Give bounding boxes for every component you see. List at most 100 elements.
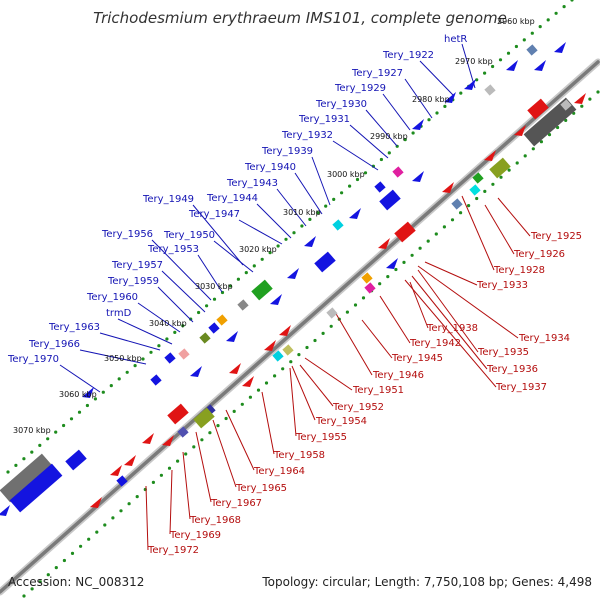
tick-dot [165, 337, 169, 341]
leader-line [157, 286, 194, 323]
gene-arrow [242, 376, 254, 387]
gene-label[interactable]: Tery_1957 [111, 260, 163, 271]
gene-label[interactable]: Tery_1928 [493, 265, 545, 276]
scale-label: 2960 kbp [497, 17, 535, 26]
gene-label[interactable]: Tery_1950 [163, 230, 215, 241]
leader-line [212, 419, 237, 488]
tick-dot [184, 452, 188, 456]
gene-box [472, 172, 484, 184]
gene-arrow [484, 150, 496, 161]
tick-dot [332, 197, 336, 201]
gene-label[interactable]: Tery_1927 [351, 68, 403, 79]
tick-dot [324, 204, 328, 208]
gene-label[interactable]: hetR [444, 34, 467, 45]
tick-dot [547, 133, 552, 137]
gene-label[interactable]: Tery_1965 [235, 483, 287, 494]
tick-dot [101, 390, 105, 394]
tick-dot [483, 189, 487, 193]
gene-label[interactable]: Tery_1935 [477, 347, 529, 358]
tick-dot [216, 424, 220, 428]
tick-dot [30, 450, 34, 454]
gene-label[interactable]: Tery_1925 [530, 231, 582, 242]
gene-block [65, 449, 87, 471]
gene-label[interactable]: Tery_1929 [334, 83, 386, 94]
gene-label[interactable]: Tery_1944 [206, 193, 258, 204]
gene-label[interactable]: Tery_1964 [253, 466, 305, 477]
tick-dot [345, 310, 349, 314]
gene-box [177, 426, 189, 438]
gene-arrow [349, 208, 361, 219]
gene-box [469, 184, 481, 196]
gene-label[interactable]: Tery_1968 [189, 515, 241, 526]
gene-label[interactable]: Tery_1953 [147, 244, 199, 255]
leader-line [289, 367, 297, 437]
tick-dot [499, 175, 503, 179]
gene-label[interactable]: Tery_1958 [273, 450, 325, 461]
tick-dot [483, 71, 487, 75]
gene-label[interactable]: trmD [106, 308, 132, 319]
gene-box [364, 282, 376, 294]
gene-label[interactable]: Tery_1940 [244, 162, 296, 173]
gene-label[interactable]: Tery_1939 [261, 146, 313, 157]
tick-dot [228, 284, 232, 288]
tick-dot [167, 466, 172, 470]
gene-label[interactable]: Tery_1947 [188, 209, 240, 220]
gene-label[interactable]: Tery_1956 [101, 229, 153, 240]
leader-line [461, 43, 476, 89]
gene-label[interactable]: Tery_1945 [391, 353, 443, 364]
tick-dot [570, 0, 574, 2]
tick-dot [256, 388, 261, 392]
leader-line [276, 188, 307, 227]
scale-label: 3010 kbp [283, 208, 321, 217]
gene-label[interactable]: Tery_1922 [382, 50, 434, 61]
gene-arrow [412, 171, 424, 182]
gene-label[interactable]: Tery_1954 [315, 416, 367, 427]
gene-label[interactable]: Tery_1960 [86, 292, 138, 303]
tick-dot [450, 218, 455, 222]
gene-label[interactable]: Tery_1942 [409, 338, 461, 349]
tick-dot [506, 51, 511, 55]
leader-line [99, 332, 161, 351]
gene-block [527, 98, 549, 120]
gene-arrow [506, 60, 518, 71]
gene-label[interactable]: Tery_1930 [315, 99, 367, 110]
tick-dot [200, 438, 204, 442]
leader-line [299, 364, 334, 407]
gene-label[interactable]: Tery_1934 [518, 333, 570, 344]
gene-label[interactable]: Tery_1933 [476, 280, 528, 291]
gene-box [451, 198, 463, 210]
gene-label[interactable]: Tery_1946 [372, 370, 424, 381]
gene-label[interactable]: Tery_1970 [7, 354, 59, 365]
gene-label[interactable]: Tery_1931 [298, 114, 350, 125]
gene-label[interactable]: Tery_1955 [295, 432, 347, 443]
tick-dot [305, 345, 309, 350]
gene-label[interactable]: Tery_1949 [142, 194, 194, 205]
gene-label[interactable]: Tery_1926 [513, 249, 565, 260]
tick-dot [411, 131, 415, 135]
tick-dot [313, 338, 317, 343]
leader-line [365, 109, 398, 147]
gene-label[interactable]: Tery_1972 [147, 545, 199, 556]
gene-label[interactable]: Tery_1952 [332, 402, 384, 413]
gene-label[interactable]: Tery_1932 [281, 130, 333, 141]
gene-label[interactable]: Tery_1967 [210, 498, 262, 509]
gene-label[interactable]: Tery_1938 [426, 323, 478, 334]
gene-label[interactable]: Tery_1943 [226, 178, 278, 189]
leader-line [225, 409, 255, 471]
tick-dot [292, 231, 296, 235]
gene-block-large [523, 97, 577, 147]
tick-dot [244, 271, 248, 275]
gene-label[interactable]: Tery_1963 [48, 322, 100, 333]
gene-label[interactable]: Tery_1959 [107, 276, 159, 287]
gene-box [164, 352, 176, 364]
gene-label[interactable]: Tery_1969 [169, 530, 221, 541]
tick-dot [125, 370, 129, 374]
gene-label[interactable]: Tery_1936 [486, 364, 538, 375]
gene-label[interactable]: Tery_1937 [495, 382, 547, 393]
gene-arrow [162, 435, 174, 446]
tick-dot [418, 246, 422, 250]
gene-label[interactable]: Tery_1966 [28, 339, 80, 350]
gene-label[interactable]: Tery_1951 [352, 385, 404, 396]
gene-block-large [9, 463, 63, 513]
top-gene-labels: hetR Tery_1922 Tery_1927 Tery_1929 Tery_… [7, 34, 467, 365]
